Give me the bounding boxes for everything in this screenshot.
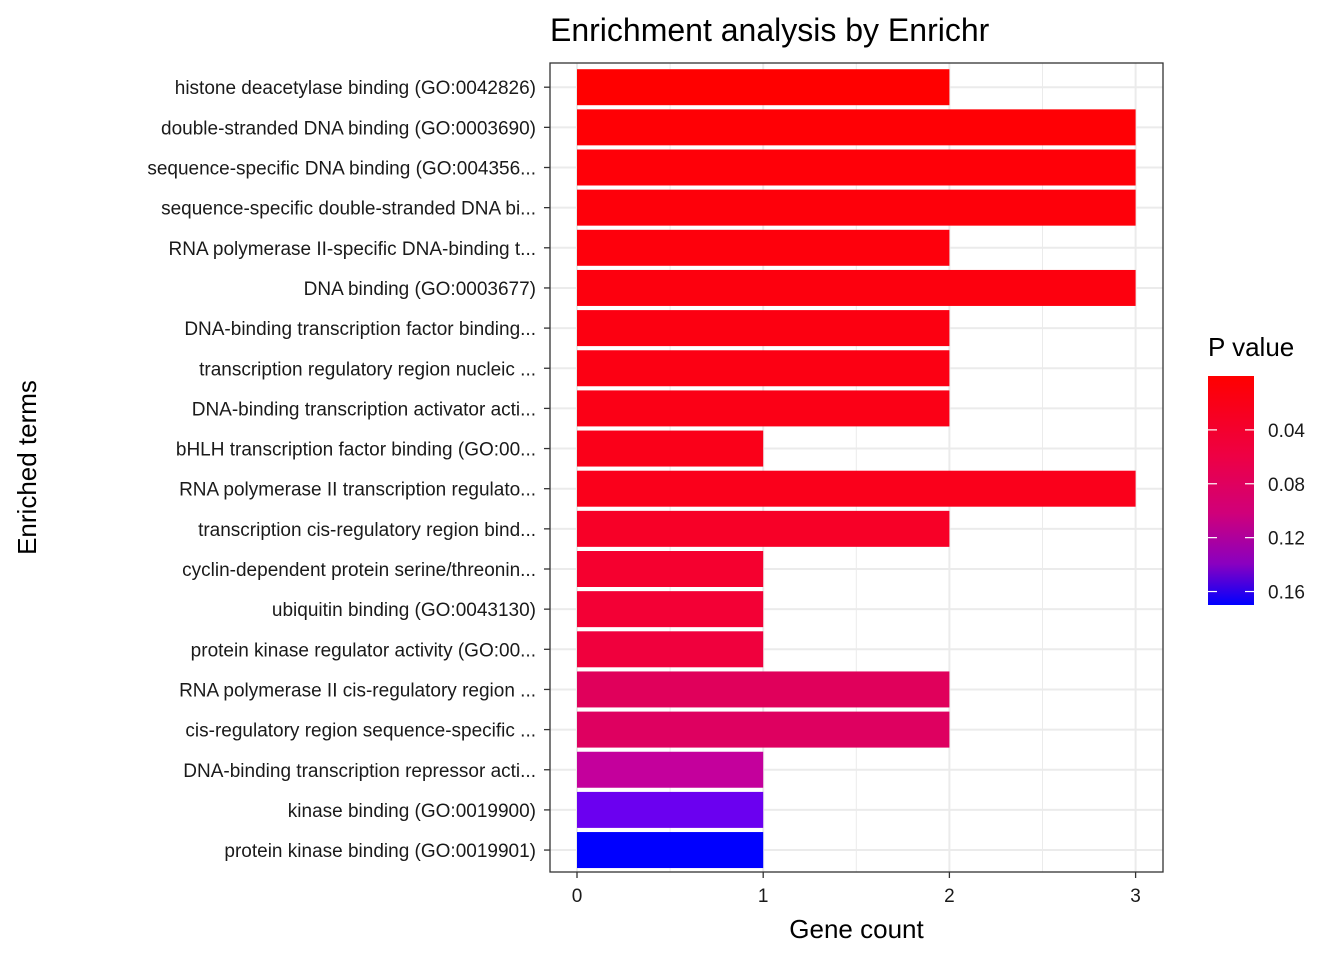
y-tick-label: kinase binding (GO:0019900) [288, 801, 536, 822]
plot-border [549, 62, 1164, 873]
legend-ticks: 0.04 0.08 0.12 0.16 [1208, 421, 1305, 604]
bar [577, 711, 950, 748]
legend-tick-label: 0.08 [1268, 475, 1305, 496]
y-tick-label: protein kinase regulator activity (GO:00… [191, 640, 536, 661]
y-tick-label: cis-regulatory region sequence-specific … [185, 721, 536, 742]
y-tick-label: RNA polymerase II transcription regulato… [179, 480, 536, 501]
bar [577, 69, 950, 106]
bar [577, 832, 764, 869]
y-tick-label: protein kinase binding (GO:0019901) [224, 841, 536, 862]
legend-tick-label: 0.16 [1268, 583, 1305, 604]
bar [577, 189, 1136, 226]
y-tick-label: sequence-specific DNA binding (GO:004356… [147, 159, 536, 180]
y-tick-label: transcription cis-regulatory region bind… [198, 520, 536, 541]
x-tick-label: 1 [758, 886, 769, 907]
bar [577, 310, 950, 347]
bar [577, 269, 1136, 306]
y-tick-label: RNA polymerase II cis-regulatory region … [179, 680, 536, 701]
y-tick-label: double-stranded DNA binding (GO:0003690) [161, 118, 536, 139]
legend-tick-label: 0.04 [1268, 421, 1305, 442]
bar [577, 390, 950, 427]
y-tick-label: DNA binding (GO:0003677) [304, 279, 536, 300]
y-axis: histone deacetylase binding (GO:0042826)… [147, 78, 550, 862]
legend-colorbar [1208, 376, 1254, 605]
bar [577, 791, 764, 828]
y-tick-label: DNA-binding transcription activator acti… [192, 399, 536, 420]
y-tick-label: sequence-specific double-stranded DNA bi… [161, 199, 536, 220]
chart-title: Enrichment analysis by Enrichr [550, 12, 990, 48]
bar [577, 109, 1136, 146]
y-tick-label: cyclin-dependent protein serine/threonin… [182, 560, 536, 581]
legend-title: P value [1208, 332, 1294, 362]
bar [577, 350, 950, 387]
bar [577, 430, 764, 467]
y-tick-label: ubiquitin binding (GO:0043130) [272, 600, 536, 621]
bar [577, 149, 1136, 186]
y-tick-label: RNA polymerase II-specific DNA-binding t… [169, 239, 536, 260]
x-tick-label: 0 [572, 886, 583, 907]
legend-tick-label: 0.12 [1268, 529, 1305, 550]
y-axis-title: Enriched terms [12, 380, 42, 555]
x-axis-title: Gene count [789, 914, 924, 944]
y-tick-label: DNA-binding transcription factor binding… [184, 319, 536, 340]
bar [577, 631, 764, 668]
x-tick-label: 3 [1130, 886, 1141, 907]
bar [577, 470, 1136, 507]
bar [577, 551, 764, 587]
y-tick-label: bHLH transcription factor binding (GO:00… [176, 440, 536, 461]
bar [577, 671, 950, 708]
bar [577, 591, 764, 628]
legend: P value 0.04 0.08 0.12 0.16 [1208, 332, 1305, 605]
x-tick-label: 2 [944, 886, 955, 907]
bar [577, 229, 950, 266]
x-axis: 0 1 2 3 [572, 872, 1141, 907]
bar-group [577, 69, 1136, 869]
y-tick-label: histone deacetylase binding (GO:0042826) [175, 78, 536, 99]
y-tick-label: transcription regulatory region nucleic … [199, 359, 536, 380]
bar [577, 751, 764, 788]
y-tick-label: DNA-binding transcription repressor acti… [183, 761, 536, 782]
bar [577, 510, 950, 547]
